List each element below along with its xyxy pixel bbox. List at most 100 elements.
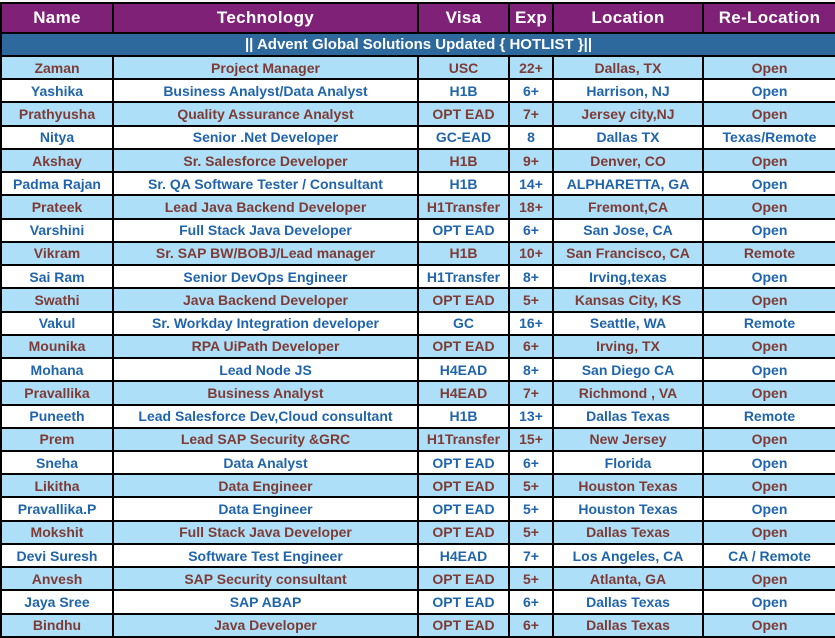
cell-name[interactable]: Zaman xyxy=(0,54,114,81)
cell-location[interactable]: Harrison, NJ xyxy=(552,78,704,104)
cell-location[interactable]: Dallas, TX xyxy=(552,54,704,81)
column-header-location[interactable]: Location xyxy=(552,2,704,34)
cell-relocation[interactable]: Open xyxy=(702,612,835,638)
column-header-relocation[interactable]: Re-Location xyxy=(702,2,835,34)
cell-relocation[interactable]: Remote xyxy=(702,310,835,336)
cell-location[interactable]: Seattle, WA xyxy=(552,310,704,336)
cell-visa[interactable]: H1B xyxy=(417,147,510,174)
cell-exp[interactable]: 5+ xyxy=(508,519,554,545)
cell-name[interactable]: Pravallika.P xyxy=(0,496,114,522)
cell-visa[interactable]: H4EAD xyxy=(417,542,510,569)
cell-location[interactable]: Jersey city,NJ xyxy=(552,101,704,127)
cell-technology[interactable]: Business Analyst xyxy=(112,380,419,406)
cell-name[interactable]: Prateek xyxy=(0,194,114,220)
cell-exp[interactable]: 14+ xyxy=(508,171,554,197)
cell-relocation[interactable]: Remote xyxy=(702,403,835,429)
cell-name[interactable]: Varshini xyxy=(0,217,114,243)
cell-name[interactable]: Sai Ram xyxy=(0,264,114,290)
cell-exp[interactable]: 5+ xyxy=(508,496,554,522)
cell-location[interactable]: Irving,texas xyxy=(552,264,704,290)
cell-location[interactable]: Irving, TX xyxy=(552,333,704,360)
cell-location[interactable]: Los Angeles, CA xyxy=(552,542,704,569)
cell-location[interactable]: San Jose, CA xyxy=(552,217,704,243)
cell-exp[interactable]: 6+ xyxy=(508,449,554,476)
cell-visa[interactable]: OPT EAD xyxy=(417,589,510,615)
cell-exp[interactable]: 18+ xyxy=(508,194,554,220)
cell-visa[interactable]: OPT EAD xyxy=(417,519,510,545)
cell-visa[interactable]: H4EAD xyxy=(417,380,510,406)
cell-relocation[interactable]: Open xyxy=(702,287,835,313)
cell-visa[interactable]: H4EAD xyxy=(417,357,510,383)
cell-name[interactable]: Puneeth xyxy=(0,403,114,429)
cell-relocation[interactable]: Remote xyxy=(702,240,835,267)
cell-technology[interactable]: Sr. Salesforce Developer xyxy=(112,147,419,174)
cell-technology[interactable]: Lead SAP Security &GRC xyxy=(112,426,419,452)
cell-technology[interactable]: Full Stack Java Developer xyxy=(112,519,419,545)
cell-relocation[interactable]: Open xyxy=(702,171,835,197)
cell-technology[interactable]: Data Engineer xyxy=(112,496,419,522)
cell-location[interactable]: San Diego CA xyxy=(552,357,704,383)
cell-relocation[interactable]: Open xyxy=(702,101,835,127)
column-header-visa[interactable]: Visa xyxy=(417,2,510,34)
cell-relocation[interactable]: Texas/Remote xyxy=(702,124,835,150)
cell-relocation[interactable]: Open xyxy=(702,147,835,174)
cell-relocation[interactable]: Open xyxy=(702,54,835,81)
column-header-technology[interactable]: Technology xyxy=(112,2,419,34)
cell-location[interactable]: San Francisco, CA xyxy=(552,240,704,267)
cell-name[interactable]: Padma Rajan xyxy=(0,171,114,197)
cell-location[interactable]: ALPHARETTA, GA xyxy=(552,171,704,197)
cell-location[interactable]: Richmond , VA xyxy=(552,380,704,406)
cell-location[interactable]: Atlanta, GA xyxy=(552,566,704,592)
hotlist-banner[interactable]: || Advent Global Solutions Updated { HOT… xyxy=(0,32,835,57)
cell-exp[interactable]: 6+ xyxy=(508,333,554,360)
cell-exp[interactable]: 5+ xyxy=(508,473,554,499)
cell-technology[interactable]: Java Backend Developer xyxy=(112,287,419,313)
cell-relocation[interactable]: Open xyxy=(702,566,835,592)
cell-exp[interactable]: 15+ xyxy=(508,426,554,452)
cell-relocation[interactable]: Open xyxy=(702,194,835,220)
cell-visa[interactable]: GC xyxy=(417,310,510,336)
cell-visa[interactable]: OPT EAD xyxy=(417,101,510,127)
cell-name[interactable]: Nitya xyxy=(0,124,114,150)
cell-name[interactable]: Prathyusha xyxy=(0,101,114,127)
cell-exp[interactable]: 10+ xyxy=(508,240,554,267)
cell-relocation[interactable]: Open xyxy=(702,264,835,290)
cell-relocation[interactable]: Open xyxy=(702,519,835,545)
cell-technology[interactable]: Senior DevOps Engineer xyxy=(112,264,419,290)
cell-technology[interactable]: Full Stack Java Developer xyxy=(112,217,419,243)
cell-technology[interactable]: Quality Assurance Analyst xyxy=(112,101,419,127)
cell-name[interactable]: Mounika xyxy=(0,333,114,360)
cell-exp[interactable]: 7+ xyxy=(508,542,554,569)
cell-location[interactable]: New Jersey xyxy=(552,426,704,452)
cell-location[interactable]: Fremont,CA xyxy=(552,194,704,220)
cell-exp[interactable]: 6+ xyxy=(508,217,554,243)
cell-technology[interactable]: Business Analyst/Data Analyst xyxy=(112,78,419,104)
cell-technology[interactable]: Data Engineer xyxy=(112,473,419,499)
cell-technology[interactable]: SAP Security consultant xyxy=(112,566,419,592)
cell-technology[interactable]: Lead Java Backend Developer xyxy=(112,194,419,220)
cell-technology[interactable]: Sr. Workday Integration developer xyxy=(112,310,419,336)
cell-name[interactable]: Mohana xyxy=(0,357,114,383)
cell-exp[interactable]: 5+ xyxy=(508,566,554,592)
cell-technology[interactable]: RPA UiPath Developer xyxy=(112,333,419,360)
cell-visa[interactable]: H1Transfer xyxy=(417,426,510,452)
cell-relocation[interactable]: Open xyxy=(702,426,835,452)
cell-technology[interactable]: Java Developer xyxy=(112,612,419,638)
cell-visa[interactable]: H1Transfer xyxy=(417,264,510,290)
cell-relocation[interactable]: CA / Remote xyxy=(702,542,835,569)
cell-exp[interactable]: 8+ xyxy=(508,264,554,290)
cell-visa[interactable]: OPT EAD xyxy=(417,612,510,638)
cell-visa[interactable]: OPT EAD xyxy=(417,473,510,499)
cell-technology[interactable]: Data Analyst xyxy=(112,449,419,476)
cell-name[interactable]: Sneha xyxy=(0,449,114,476)
cell-name[interactable]: Bindhu xyxy=(0,612,114,638)
cell-visa[interactable]: H1B xyxy=(417,171,510,197)
cell-name[interactable]: Yashika xyxy=(0,78,114,104)
cell-location[interactable]: Dallas Texas xyxy=(552,612,704,638)
cell-name[interactable]: Jaya Sree xyxy=(0,589,114,615)
cell-relocation[interactable]: Open xyxy=(702,357,835,383)
cell-relocation[interactable]: Open xyxy=(702,333,835,360)
cell-visa[interactable]: GC-EAD xyxy=(417,124,510,150)
cell-location[interactable]: Dallas Texas xyxy=(552,519,704,545)
cell-name[interactable]: Vakul xyxy=(0,310,114,336)
